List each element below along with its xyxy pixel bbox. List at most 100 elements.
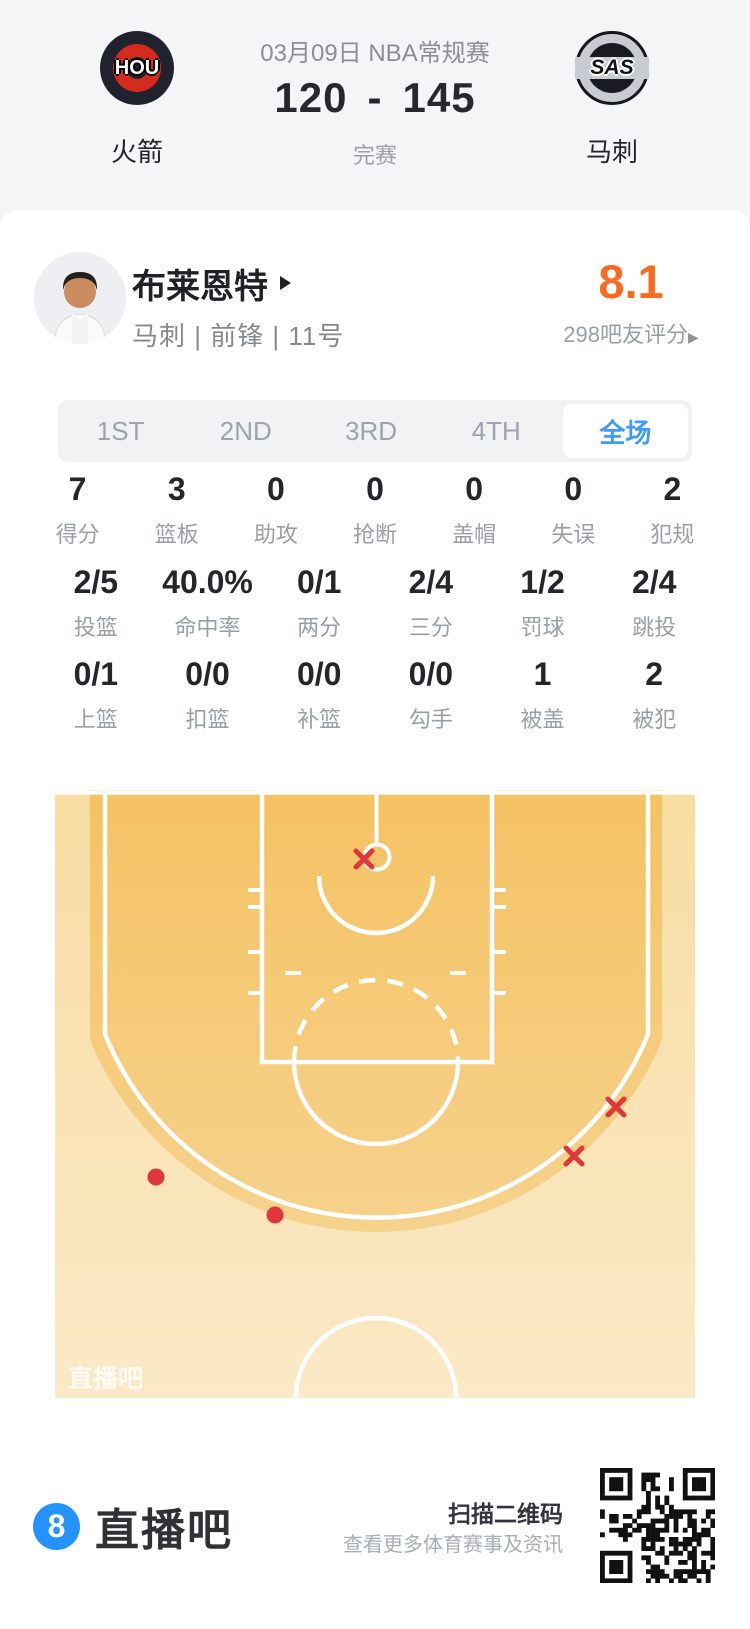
stat-助攻: 0 助攻	[226, 470, 325, 549]
missed-shot-marker	[353, 848, 375, 870]
stat-label: 失误	[551, 522, 596, 547]
home-score: 120	[274, 74, 348, 121]
stat-value: 7	[68, 471, 87, 507]
sas-logo-band	[575, 57, 649, 79]
footer-brand-name: 直播吧	[95, 1506, 233, 1555]
stat-value: 2/4	[408, 564, 454, 600]
stat-得分: 7 得分	[28, 470, 127, 549]
player-name-row[interactable]: 布莱恩特	[132, 262, 291, 306]
stat-label: 投篮	[73, 615, 118, 640]
match-score: 120-145	[0, 74, 750, 122]
away-score: 145	[402, 74, 476, 121]
away-team-name: 马刺	[585, 137, 638, 167]
shot-marks	[147, 848, 627, 1224]
stat-勾手: 0/0 勾手	[375, 655, 487, 734]
quarter-tabs: 1ST 2ND 3RD 4TH 全场	[58, 400, 692, 462]
stat-两分: 0/1 两分	[263, 563, 375, 642]
zhibo8-logo-icon: 8	[33, 1502, 80, 1550]
stat-跳投: 2/4 跳投	[598, 563, 710, 642]
stat-三分: 2/4 三分	[375, 563, 487, 642]
stat-label: 被犯	[632, 707, 677, 732]
shot-chart-court: 直播吧	[55, 790, 695, 1398]
stat-value: 2/5	[73, 564, 119, 600]
stats-row-basic: 7 得分 3 篮板 0 助攻 0 抢断 0 盖帽 0 失误 2 犯规	[0, 470, 750, 549]
tab-1ST[interactable]: 1ST	[96, 415, 145, 446]
stat-value: 2	[645, 656, 664, 692]
stat-label: 篮板	[154, 522, 199, 547]
stat-label: 补篮	[297, 707, 342, 732]
stat-label: 上篮	[73, 707, 118, 732]
stat-盖帽: 0 盖帽	[425, 470, 524, 549]
player-avatar-image	[34, 252, 126, 344]
missed-shot-marker	[605, 1096, 627, 1118]
away-team-logo: SAS	[575, 31, 649, 105]
stat-label: 命中率	[174, 615, 241, 640]
stat-投篮: 2/5 投篮	[40, 563, 152, 642]
chevron-right-icon	[280, 276, 291, 290]
stat-label: 被盖	[520, 707, 565, 732]
home-team-logo: HOU	[100, 31, 174, 105]
home-team-name: 火箭	[110, 137, 163, 167]
stat-犯规: 2 犯规	[623, 470, 722, 549]
player-name: 布莱恩特	[132, 267, 268, 306]
player-avatar[interactable]	[34, 252, 126, 344]
stat-value: 40.0%	[162, 564, 253, 600]
made-shot-marker	[266, 1206, 284, 1224]
tab-4TH[interactable]: 4TH	[471, 415, 521, 446]
stat-被犯: 2 被犯	[598, 655, 710, 734]
court-lines	[55, 790, 695, 1398]
stat-value: 0/0	[296, 656, 342, 692]
missed-shot-marker	[563, 1145, 585, 1167]
rating-note: 298吧友评分▶	[563, 322, 699, 347]
tab-2ND[interactable]: 2ND	[219, 415, 272, 446]
stat-label: 犯规	[650, 522, 695, 547]
stat-失误: 0 失误	[524, 470, 623, 549]
stat-value: 0	[564, 471, 583, 507]
stat-命中率: 40.0% 命中率	[152, 563, 264, 642]
stat-label: 盖帽	[452, 522, 497, 547]
stat-label: 助攻	[253, 522, 298, 547]
tab-3RD[interactable]: 3RD	[345, 415, 398, 446]
stat-label: 两分	[297, 615, 342, 640]
stat-label: 得分	[55, 522, 100, 547]
tab-全场[interactable]: 全场	[562, 404, 689, 458]
made-shot-marker	[147, 1168, 165, 1186]
stat-value: 0	[465, 471, 484, 507]
stat-label: 抢断	[352, 522, 397, 547]
qr-title: 扫描二维码	[448, 1501, 563, 1527]
stat-label: 罚球	[520, 615, 565, 640]
match-status: 完赛	[352, 143, 397, 168]
stat-篮板: 3 篮板	[127, 470, 226, 549]
stat-value: 1/2	[520, 564, 565, 600]
stat-label: 三分	[408, 615, 453, 640]
stat-上篮: 0/1 上篮	[40, 655, 152, 734]
stats-row-shooting: 2/5 投篮 40.0% 命中率 0/1 两分 2/4 三分 1/2 罚球 2/4 跳投	[0, 563, 750, 642]
arrow-right-icon: ▶	[687, 329, 699, 345]
stat-label: 扣篮	[185, 707, 230, 732]
stat-value: 0/0	[185, 656, 230, 692]
player-rating-box[interactable]: 8.1 298吧友评分▶	[546, 256, 716, 349]
stat-value: 0/1	[296, 564, 342, 600]
footer-brand: 8 直播吧	[33, 1500, 233, 1555]
player-rating: 8.1	[598, 255, 664, 308]
stat-罚球: 1/2 罚球	[487, 563, 599, 642]
stat-label: 勾手	[408, 707, 453, 732]
stat-value: 0/0	[408, 656, 454, 692]
player-meta: 马刺 | 前锋 | 11号	[132, 321, 345, 351]
hou-logo-core	[126, 57, 148, 79]
stat-抢断: 0 抢断	[325, 470, 424, 549]
qr-code	[600, 1468, 715, 1583]
stat-value: 2/4	[631, 564, 677, 600]
stat-value: 0/1	[73, 656, 119, 692]
score-dash: -	[367, 74, 383, 121]
court-watermark: 直播吧	[68, 1365, 143, 1393]
stats-row-detail: 0/1 上篮 0/0 扣篮 0/0 补篮 0/0 勾手 1 被盖 2 被犯	[0, 655, 750, 734]
stat-被盖: 1 被盖	[487, 655, 599, 734]
stat-value: 3	[167, 471, 186, 507]
stat-补篮: 0/0 补篮	[263, 655, 375, 734]
qr-subtitle: 查看更多体育赛事及资讯	[343, 1534, 563, 1556]
stat-value: 2	[663, 471, 682, 507]
match-date: 03月09日 NBA常规赛	[260, 40, 490, 67]
stat-扣篮: 0/0 扣篮	[152, 655, 264, 734]
hou-logo-abbr: HOU	[114, 56, 160, 79]
